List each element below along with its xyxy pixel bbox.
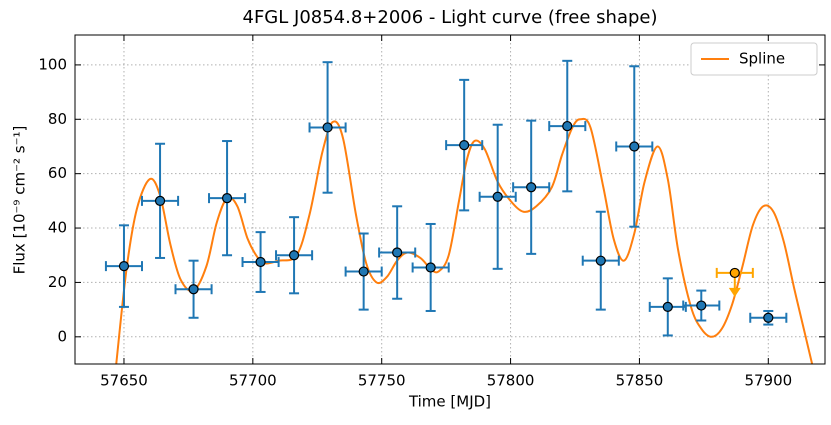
y-tick-label: 0 (57, 327, 67, 345)
data-point (492, 191, 503, 202)
upper-limit-arrowhead (728, 287, 741, 297)
data-point (459, 140, 470, 151)
data-point (255, 256, 266, 268)
data-point (392, 247, 403, 258)
legend-box (690, 42, 818, 76)
x-axis-label: Time [MJD] (408, 393, 491, 411)
data-point (221, 193, 233, 204)
data-point (188, 284, 199, 295)
data-point (526, 182, 537, 193)
x-tick-label: 57700 (229, 372, 277, 390)
y-tick-label: 60 (48, 164, 67, 182)
data-point (425, 262, 436, 273)
data-point (154, 195, 166, 206)
data-point (358, 266, 369, 277)
data-point (662, 301, 673, 313)
y-tick-label: 100 (38, 55, 67, 73)
data-point (562, 120, 573, 132)
chart-title: 4FGL J0854.8+2006 - Light curve (free sh… (243, 7, 658, 28)
data-point (696, 300, 707, 311)
x-tick-label: 57800 (487, 372, 535, 390)
y-tick-label: 80 (48, 110, 67, 128)
data-point (322, 122, 333, 133)
data-point (763, 312, 774, 323)
x-tick-label: 57850 (616, 372, 664, 390)
y-tick-label: 20 (48, 273, 67, 291)
data-point (288, 250, 300, 261)
plot-area (104, 59, 814, 364)
data-point (595, 255, 606, 266)
x-tick-label: 57750 (358, 372, 406, 390)
data-point (118, 261, 130, 272)
y-tick-label: 40 (48, 219, 67, 237)
x-tick-label: 57650 (100, 372, 148, 390)
plot-frame (74, 34, 826, 365)
data-point (629, 141, 640, 152)
upper-limit-point (729, 267, 740, 279)
x-tick-label: 57900 (744, 372, 792, 390)
y-axis-label: Flux [10⁻⁹ cm⁻² s⁻¹] (11, 126, 29, 275)
legend-label: Spline (739, 50, 785, 68)
